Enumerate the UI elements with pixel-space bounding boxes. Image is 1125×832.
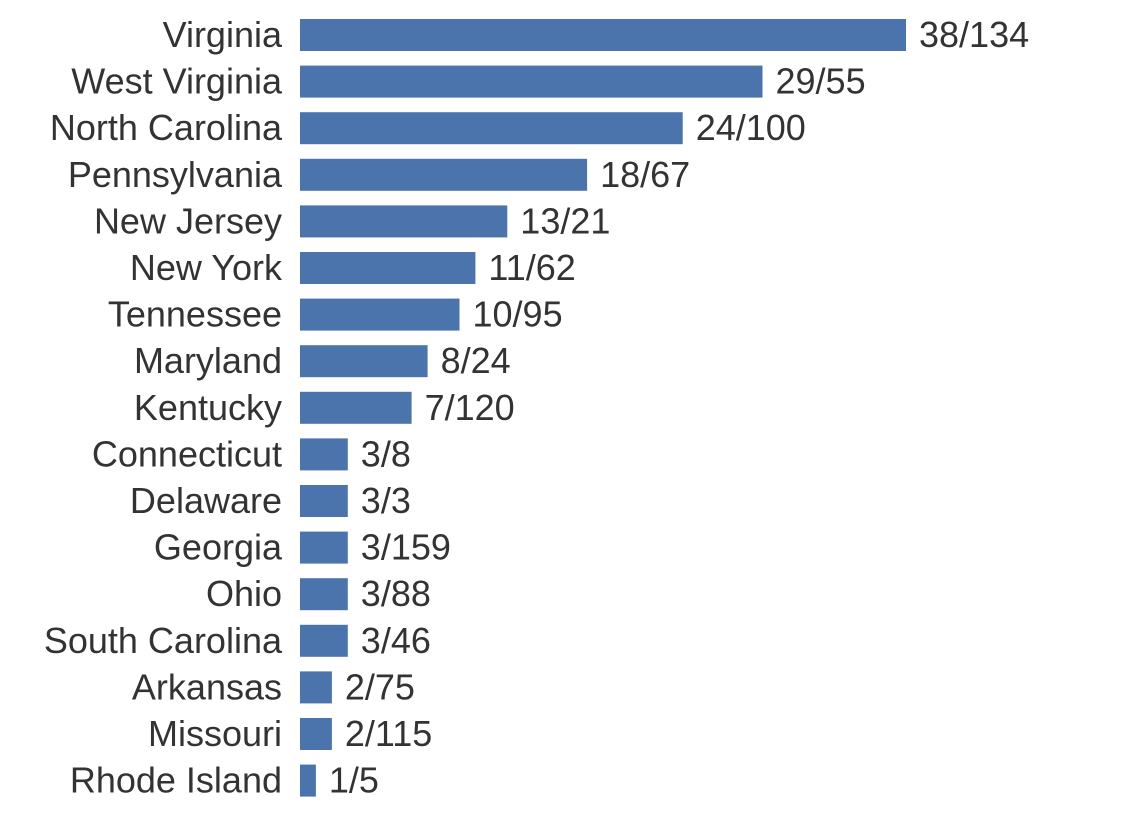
data-label: 3/3 [361,480,411,521]
data-label: 18/67 [600,154,690,195]
bar [300,158,588,191]
category-tick-label: Tennessee [108,294,282,335]
bar [300,252,476,284]
data-label: 10/95 [473,294,563,335]
data-label: 3/88 [361,573,431,614]
bar [300,718,332,750]
category-tick-label: New Jersey [94,200,282,241]
bar [300,578,348,611]
bars-layer [300,19,906,797]
bar [300,19,906,51]
bar [300,298,460,331]
category-tick-label: New York [130,247,283,288]
bar [300,531,348,564]
category-tick-label: Virginia [163,14,283,55]
category-tick-label: Rhode Island [70,760,282,801]
data-label: 3/46 [361,620,431,661]
data-label: 7/120 [425,387,515,428]
category-tick-label: Connecticut [92,433,282,474]
data-label: 29/55 [776,61,866,102]
category-tick-label: Kentucky [134,387,282,428]
data-label: 2/75 [345,666,415,707]
bar [300,485,348,517]
category-tick-label: Maryland [134,340,282,381]
bar [300,112,683,145]
data-label: 24/100 [696,107,806,148]
category-tick-label: Arkansas [132,666,282,707]
bar [300,764,316,797]
data-label: 8/24 [441,340,511,381]
bar [300,438,348,471]
category-tick-label: Ohio [206,573,282,614]
category-tick-label: Delaware [130,480,282,521]
bar [300,205,508,238]
category-tick-label: West Virginia [71,61,283,102]
bar [300,624,348,657]
bar [300,671,332,704]
category-tick-label: Pennsylvania [68,154,283,195]
data-label: 3/159 [361,527,451,568]
data-label: 3/8 [361,433,411,474]
category-tick-label: Missouri [148,713,282,754]
data-label: 1/5 [329,760,379,801]
data-label: 11/62 [488,247,575,288]
bar [300,65,763,98]
category-tick-label: North Carolina [50,107,283,148]
bar [300,345,428,378]
data-label: 38/134 [919,14,1029,55]
data-label: 13/21 [520,200,610,241]
data-label: 2/115 [345,713,432,754]
category-tick-label: South Carolina [44,620,283,661]
category-tick-label: Georgia [154,527,283,568]
bar [300,391,412,424]
category-labels-layer: Virginia West Virginia North Carolina Penns… [44,14,283,801]
